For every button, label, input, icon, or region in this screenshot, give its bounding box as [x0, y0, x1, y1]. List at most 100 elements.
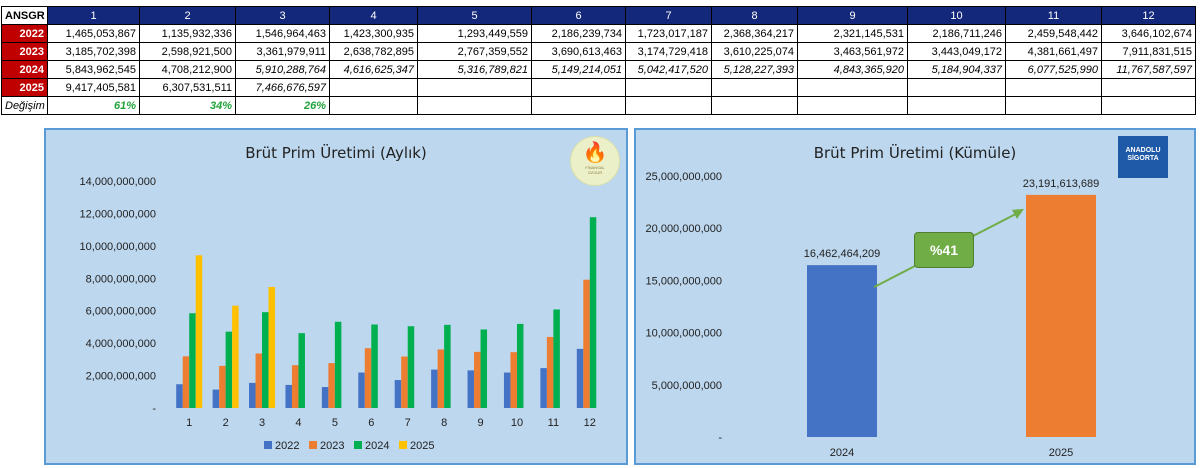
- y-tick-label: 25,000,000,000: [646, 171, 722, 183]
- change-cell: [417, 96, 532, 115]
- bar-2023-month-3: [255, 353, 263, 408]
- table-cell: 4,843,365,920: [797, 60, 908, 79]
- monthly-chart-title: Brüt Prim Üretimi (Aylık): [245, 144, 427, 162]
- year-label: 2025: [1, 78, 48, 97]
- cumulative-chart-title: Brüt Prim Üretimi (Kümüle): [813, 144, 1017, 162]
- table-corner: ANSGR: [1, 6, 48, 25]
- bar-2024-month-2: [225, 331, 233, 408]
- x-tick-label: 2: [223, 417, 229, 429]
- month-header: 5: [417, 6, 532, 25]
- bar-2022-month-10: [503, 372, 511, 408]
- month-header: 1: [47, 6, 140, 25]
- table-cell: 1,546,964,463: [235, 24, 330, 43]
- table-cell: [531, 78, 626, 97]
- bar-2022-month-9: [467, 370, 475, 408]
- table-row: 2023 3,185,702,398 2,598,921,500 3,361,979,…: [1, 42, 1196, 61]
- growth-arrow-head: [1012, 208, 1024, 219]
- table-cell: 5,910,288,764: [235, 60, 330, 79]
- table-cell: 1,423,300,935: [329, 24, 418, 43]
- y-tick-label: 20,000,000,000: [646, 223, 722, 235]
- bar-2022-month-2: [212, 389, 220, 408]
- bar-2023-month-12: [583, 279, 590, 408]
- table-cell: 1,135,932,336: [139, 24, 236, 43]
- table-cell: 3,463,561,972: [797, 42, 908, 61]
- year-label: 2022: [1, 24, 48, 43]
- bar-2022-month-7: [394, 380, 402, 408]
- bar-2024-month-5: [334, 321, 342, 408]
- bar-2023-month-6: [364, 348, 372, 408]
- x-tick-label: 1: [186, 417, 192, 429]
- table-cell: 3,646,102,674: [1101, 24, 1196, 43]
- y-tick-label: 4,000,000,000: [86, 338, 156, 350]
- cumulative-bar-chart: - 5,000,000,000 10,000,000,000 15,000,000,0…: [646, 171, 1100, 459]
- bar-2022-month-12: [576, 348, 584, 408]
- bar-2025-month-3: [268, 286, 276, 408]
- bar-2023-month-1: [182, 356, 190, 408]
- x-tick-label: 8: [441, 417, 447, 429]
- bar-2024-month-12: [589, 217, 597, 408]
- bar-2024-month-8: [444, 324, 451, 408]
- change-cell: [625, 96, 712, 115]
- table-cell: 4,708,212,900: [139, 60, 236, 79]
- table-row: 2022 1,465,053,867 1,135,932,336 1,546,964,…: [1, 24, 1196, 43]
- table-cell: 7,466,676,597: [235, 78, 330, 97]
- table-cell: 11,767,587,597: [1101, 60, 1196, 79]
- table-cell: [329, 78, 418, 97]
- change-cell: [1005, 96, 1102, 115]
- table-cell: 5,042,417,520: [625, 60, 712, 79]
- table-cell: [417, 78, 532, 97]
- table-cell: 5,184,904,337: [907, 60, 1006, 79]
- table-cell: 2,186,711,246: [907, 24, 1006, 43]
- bar-2025-month-1: [195, 255, 203, 408]
- bar-2023-month-10: [510, 352, 517, 408]
- bar-cumulative-2024: [807, 265, 877, 437]
- bar-2022-month-11: [540, 368, 547, 408]
- legend-swatch-2022: [264, 441, 272, 449]
- table-cell: 5,843,962,545: [47, 60, 140, 79]
- growth-badge: %41: [914, 232, 974, 268]
- x-tick-label: 12: [584, 417, 596, 429]
- table-cell: [711, 78, 798, 97]
- table-row: 2024 5,843,962,545 4,708,212,900 5,910,288,…: [1, 60, 1196, 79]
- premium-table: ANSGR 1 2 3 4 5 6 7 8 9 10 11 12 2022 1,465,053,867 1,1…: [1, 6, 1196, 115]
- bar-2023-month-9: [474, 351, 481, 408]
- table-cell: 7,911,831,515: [1101, 42, 1196, 61]
- table-cell: 9,417,405,581: [47, 78, 140, 97]
- bar-2023-month-7: [401, 356, 408, 408]
- bar-2023-month-4: [291, 365, 299, 408]
- y-tick-label: -: [152, 403, 156, 415]
- y-tick-label: 6,000,000,000: [86, 306, 156, 318]
- y-tick-label: 12,000,000,000: [80, 208, 156, 220]
- bar-2022-month-3: [249, 382, 256, 408]
- y-tick-label: 10,000,000,000: [80, 241, 156, 253]
- change-cell: [531, 96, 626, 115]
- bar-2024-month-1: [189, 313, 196, 408]
- table-cell: 2,321,145,531: [797, 24, 908, 43]
- table-cell: 2,186,239,734: [531, 24, 626, 43]
- bar-2024-month-7: [407, 326, 415, 408]
- change-label: Değişim: [1, 96, 48, 115]
- table-row: 2025 9,417,405,581 6,307,531,511 7,466,676,…: [1, 78, 1196, 97]
- table-cell: 3,443,049,172: [907, 42, 1006, 61]
- month-header: 6: [531, 6, 626, 25]
- month-header: 11: [1005, 6, 1102, 25]
- y-tick-label: 5,000,000,000: [652, 380, 722, 392]
- table-cell: 4,616,625,347: [329, 60, 418, 79]
- bar-2024-month-10: [516, 323, 524, 408]
- bar-2024-month-3: [262, 312, 269, 408]
- bar-2022-month-5: [321, 387, 329, 408]
- table-cell: 3,174,729,418: [625, 42, 712, 61]
- month-header: 4: [329, 6, 418, 25]
- x-tick-label: 9: [477, 417, 483, 429]
- legend-swatch-2024: [354, 441, 362, 449]
- change-row: Değişim 61% 34% 26%: [1, 96, 1196, 115]
- table-cell: [625, 78, 712, 97]
- bar-2022-month-4: [285, 384, 292, 408]
- legend-label-2024: 2024: [365, 440, 389, 452]
- monthly-chart-panel: Brüt Prim Üretimi (Aylık) - 2,000,000,000…: [44, 128, 628, 465]
- x-tick-label: 7: [405, 417, 411, 429]
- year-label: 2023: [1, 42, 48, 61]
- table-cell: [797, 78, 908, 97]
- table-cell: 3,361,979,911: [235, 42, 330, 61]
- bar-2024-month-9: [480, 329, 488, 408]
